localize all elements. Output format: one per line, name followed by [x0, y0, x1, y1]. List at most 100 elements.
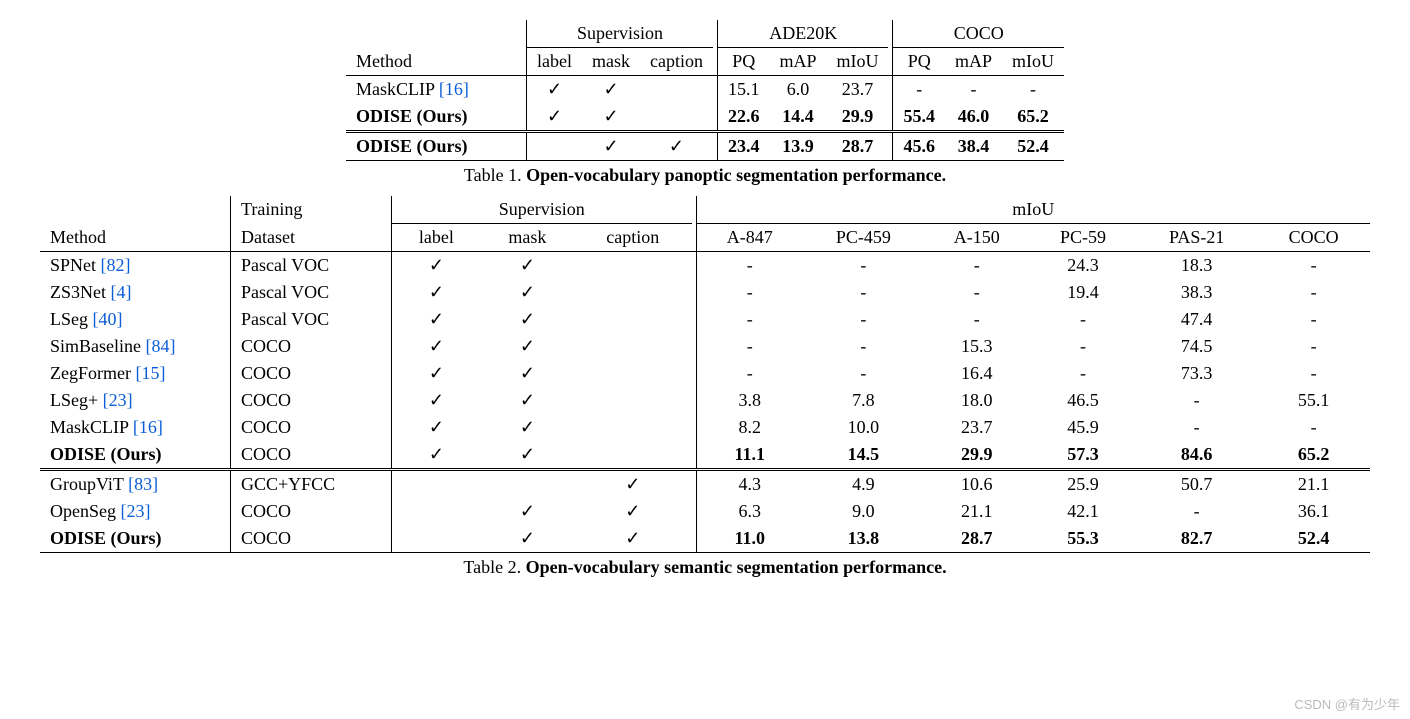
t2-group-supervision: Supervision — [392, 196, 692, 224]
value-cell: - — [1136, 498, 1257, 525]
value-cell: 11.1 — [696, 441, 803, 470]
supervision-cell: ✓ — [574, 498, 691, 525]
supervision-cell — [640, 103, 713, 132]
value-cell: 23.7 — [924, 414, 1030, 441]
value-cell: 65.2 — [1257, 441, 1370, 470]
supervision-cell — [527, 132, 582, 161]
value-cell: 25.9 — [1030, 470, 1136, 499]
value-cell: 14.4 — [769, 103, 826, 132]
value-cell: 3.8 — [696, 387, 803, 414]
value-cell: - — [803, 279, 924, 306]
dataset-cell: COCO — [231, 360, 392, 387]
supervision-cell: ✓ — [392, 360, 481, 387]
value-cell: 29.9 — [826, 103, 888, 132]
value-cell: 55.1 — [1257, 387, 1370, 414]
t1-header-method: Method — [346, 48, 527, 76]
supervision-cell — [392, 498, 481, 525]
method-cell: ZegFormer [15] — [40, 360, 231, 387]
value-cell: 38.4 — [945, 132, 1002, 161]
value-cell: 74.5 — [1136, 333, 1257, 360]
supervision-cell: ✓ — [481, 333, 574, 360]
value-cell: - — [1257, 414, 1370, 441]
supervision-cell — [574, 306, 691, 333]
value-cell: 45.9 — [1030, 414, 1136, 441]
value-cell: 46.0 — [945, 103, 1002, 132]
supervision-cell — [574, 252, 691, 280]
t1-group-ade: ADE20K — [717, 20, 888, 48]
supervision-cell: ✓ — [481, 279, 574, 306]
value-cell: 21.1 — [1257, 470, 1370, 499]
value-cell: 73.3 — [1136, 360, 1257, 387]
value-cell: - — [803, 306, 924, 333]
value-cell: - — [924, 252, 1030, 280]
value-cell: 4.3 — [696, 470, 803, 499]
supervision-cell — [640, 76, 713, 104]
table-2-header-groups: Training Supervision mIoU — [40, 196, 1370, 224]
value-cell: - — [945, 76, 1002, 104]
method-cell: ODISE (Ours) — [346, 103, 527, 132]
dataset-cell: Pascal VOC — [231, 306, 392, 333]
supervision-cell: ✓ — [481, 252, 574, 280]
value-cell: - — [1030, 360, 1136, 387]
supervision-cell: ✓ — [392, 441, 481, 470]
value-cell: - — [696, 252, 803, 280]
value-cell: - — [1136, 414, 1257, 441]
supervision-cell — [574, 333, 691, 360]
supervision-cell — [574, 441, 691, 470]
table-row: ZS3Net [4]Pascal VOC✓✓---19.438.3- — [40, 279, 1370, 306]
value-cell: 22.6 — [717, 103, 769, 132]
value-cell: - — [893, 76, 945, 104]
supervision-cell: ✓ — [392, 387, 481, 414]
value-cell: 18.0 — [924, 387, 1030, 414]
value-cell: 21.1 — [924, 498, 1030, 525]
table-1: Supervision ADE20K COCO Method label mas… — [346, 20, 1064, 161]
value-cell: 14.5 — [803, 441, 924, 470]
value-cell: 55.3 — [1030, 525, 1136, 553]
value-cell: - — [696, 360, 803, 387]
table-row: ODISE (Ours)✓✓23.413.928.745.638.452.4 — [346, 132, 1064, 161]
table-row: MaskCLIP [16]✓✓15.16.023.7--- — [346, 76, 1064, 104]
value-cell: - — [803, 252, 924, 280]
value-cell: 84.6 — [1136, 441, 1257, 470]
supervision-cell: ✓ — [574, 525, 691, 553]
supervision-cell: ✓ — [582, 103, 640, 132]
value-cell: - — [1030, 306, 1136, 333]
dataset-cell: Pascal VOC — [231, 252, 392, 280]
value-cell: 18.3 — [1136, 252, 1257, 280]
table-row: SPNet [82]Pascal VOC✓✓---24.318.3- — [40, 252, 1370, 280]
supervision-cell — [574, 360, 691, 387]
value-cell: 29.9 — [924, 441, 1030, 470]
supervision-cell: ✓ — [527, 76, 582, 104]
supervision-cell: ✓ — [481, 414, 574, 441]
dataset-cell: COCO — [231, 498, 392, 525]
supervision-cell: ✓ — [392, 333, 481, 360]
table-row: ODISE (Ours)COCO✓✓11.013.828.755.382.752… — [40, 525, 1370, 553]
method-cell: LSeg [40] — [40, 306, 231, 333]
method-cell: SimBaseline [84] — [40, 333, 231, 360]
value-cell: 8.2 — [696, 414, 803, 441]
dataset-cell: Pascal VOC — [231, 279, 392, 306]
t1-group-supervision: Supervision — [527, 20, 713, 48]
supervision-cell: ✓ — [481, 525, 574, 553]
method-cell: MaskCLIP [16] — [346, 76, 527, 104]
supervision-cell: ✓ — [574, 470, 691, 499]
value-cell: 23.4 — [717, 132, 769, 161]
value-cell: 45.6 — [893, 132, 945, 161]
value-cell: - — [1002, 76, 1064, 104]
value-cell: 23.7 — [826, 76, 888, 104]
value-cell: 13.9 — [769, 132, 826, 161]
value-cell: - — [1257, 360, 1370, 387]
dataset-cell: COCO — [231, 441, 392, 470]
value-cell: 11.0 — [696, 525, 803, 553]
value-cell: - — [696, 333, 803, 360]
table-row: MaskCLIP [16]COCO✓✓8.210.023.745.9-- — [40, 414, 1370, 441]
value-cell: 36.1 — [1257, 498, 1370, 525]
table-1-header-groups: Supervision ADE20K COCO — [346, 20, 1064, 48]
supervision-cell: ✓ — [481, 441, 574, 470]
supervision-cell: ✓ — [481, 498, 574, 525]
t1-group-coco: COCO — [893, 20, 1064, 48]
table-1-header-cols: Method label mask caption PQ mAP mIoU PQ… — [346, 48, 1064, 76]
supervision-cell: ✓ — [481, 306, 574, 333]
t2-header-dataset: Dataset — [231, 224, 392, 252]
value-cell: 24.3 — [1030, 252, 1136, 280]
